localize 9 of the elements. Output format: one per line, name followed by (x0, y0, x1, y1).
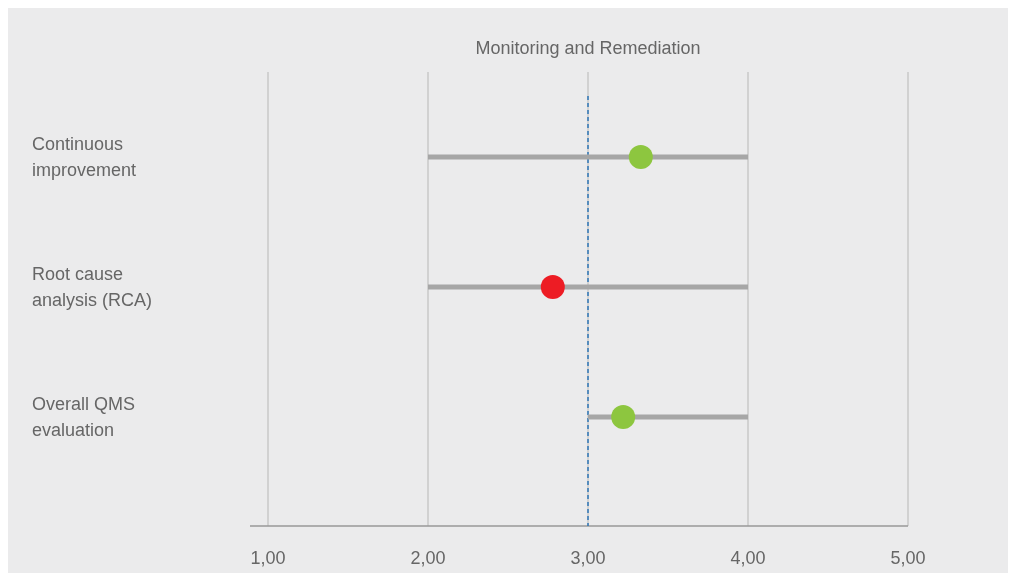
x-tick-label: 5,00 (890, 548, 926, 568)
x-tick-label: 4,00 (730, 548, 766, 568)
chart-title: Monitoring and Remediation (475, 38, 701, 58)
x-tick-label: 1,00 (250, 548, 286, 568)
y-tick-label: Root cause analysis (RCA) (32, 264, 153, 310)
x-tick-label: 2,00 (410, 548, 446, 568)
y-tick-label: Overall QMS evaluation (32, 394, 136, 440)
y-tick-label: Continuous improvement (32, 134, 137, 180)
x-tick-label: 3,00 (570, 548, 606, 568)
